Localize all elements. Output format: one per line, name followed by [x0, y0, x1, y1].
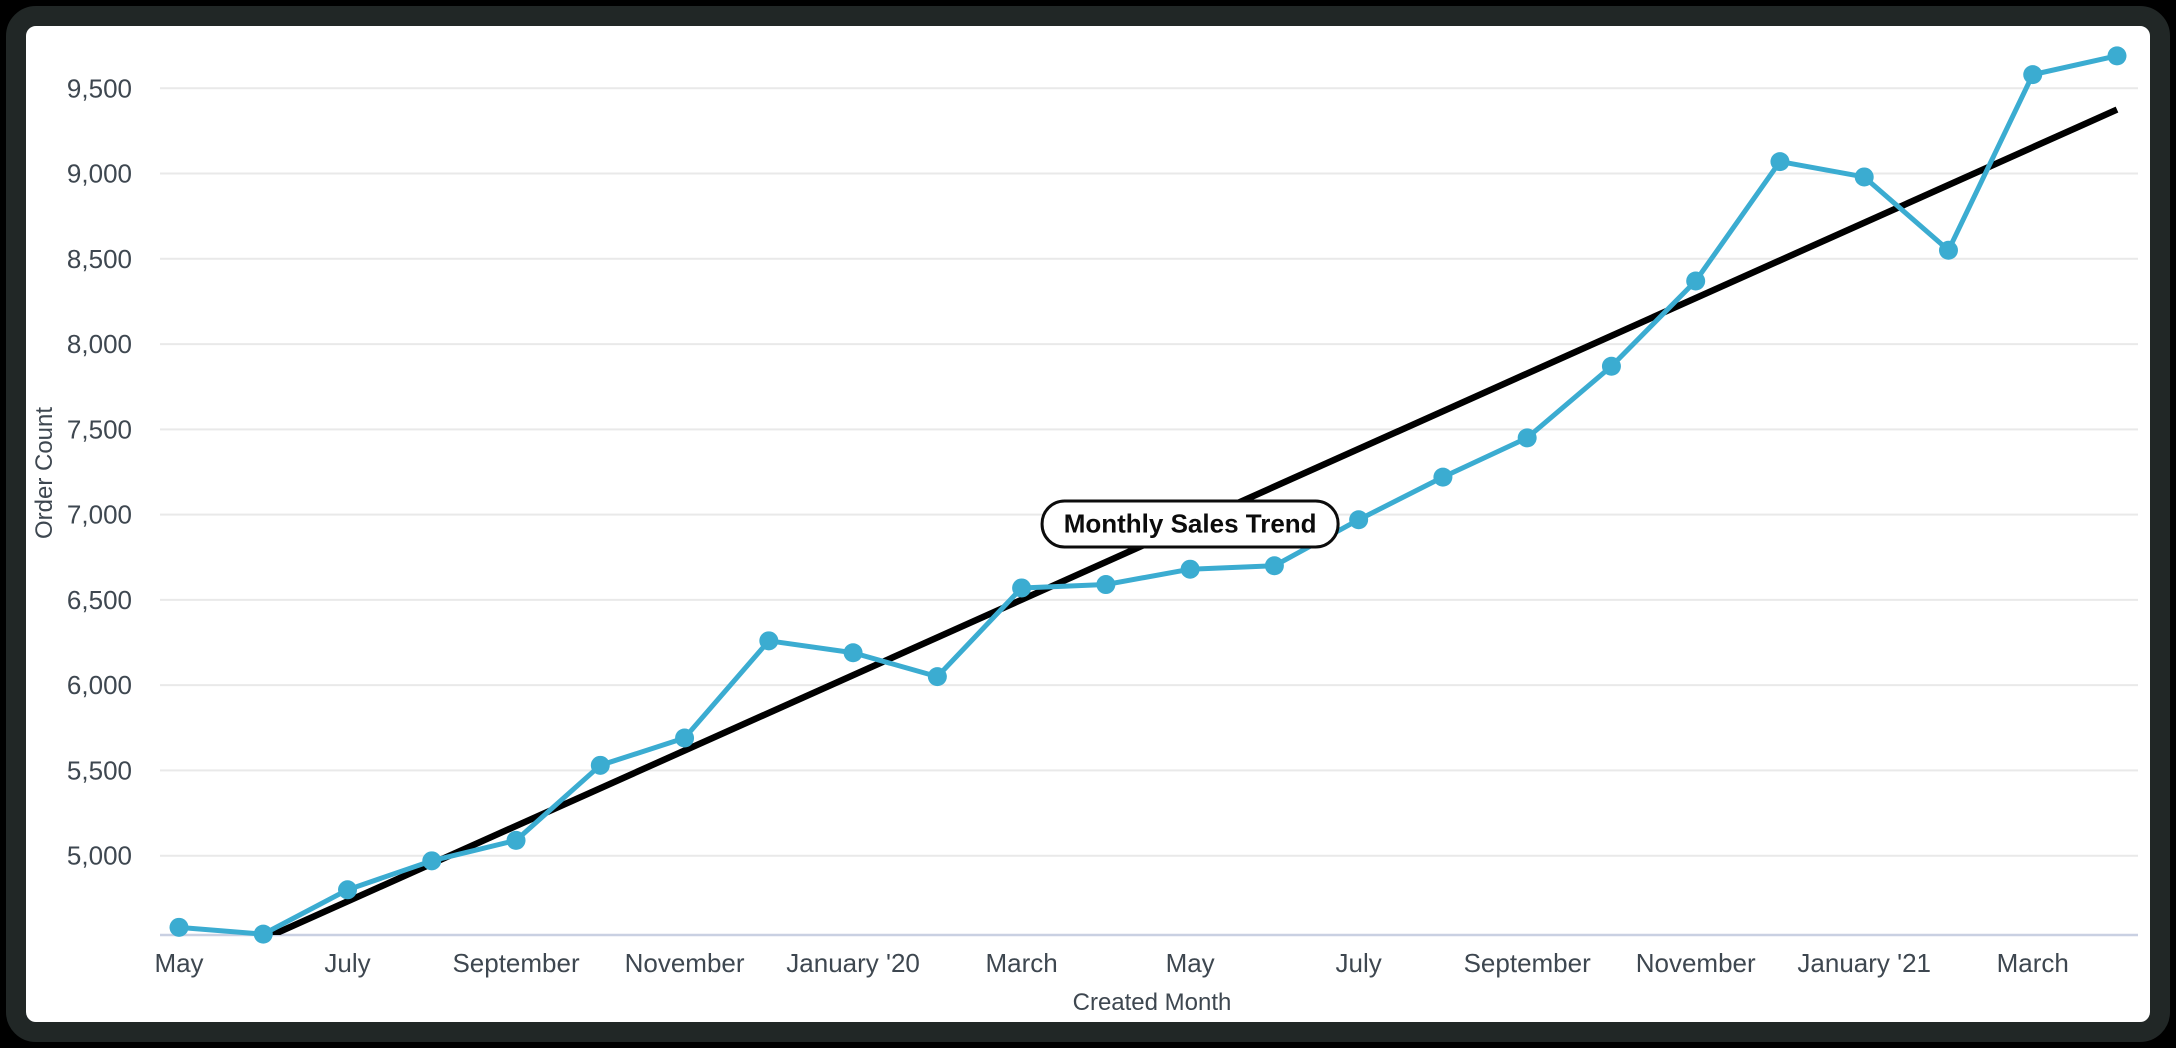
data-point[interactable]: [1517, 428, 1537, 448]
x-tick-label: January '20: [786, 948, 920, 978]
x-tick-label: January '21: [1797, 948, 1931, 978]
y-tick-label: 5,000: [67, 841, 132, 871]
data-point[interactable]: [253, 924, 273, 944]
y-tick-label: 6,000: [67, 670, 132, 700]
data-point[interactable]: [2023, 65, 2043, 85]
x-axis-title: Created Month: [1072, 989, 1232, 1016]
data-point[interactable]: [1012, 578, 1032, 598]
data-point[interactable]: [1264, 556, 1284, 576]
data-point[interactable]: [1686, 271, 1706, 291]
x-tick-label: November: [1636, 948, 1756, 978]
data-point[interactable]: [843, 643, 863, 663]
y-tick-label: 5,500: [67, 755, 132, 785]
x-tick-label: May: [154, 948, 203, 978]
y-tick-label: 8,500: [67, 244, 132, 274]
y-tick-label: 7,500: [67, 414, 132, 444]
y-tick-label: 6,500: [67, 585, 132, 615]
y-tick-label: 8,000: [67, 329, 132, 359]
data-point[interactable]: [506, 830, 526, 850]
data-point[interactable]: [1770, 152, 1790, 172]
data-point[interactable]: [759, 631, 779, 651]
trendline-label-text: Monthly Sales Trend: [1063, 508, 1317, 539]
data-point[interactable]: [1096, 575, 1116, 595]
x-tick-label: July: [324, 948, 370, 978]
data-point[interactable]: [1601, 356, 1621, 376]
y-axis-title: Order Count: [31, 406, 58, 539]
data-point[interactable]: [1180, 559, 1200, 579]
y-tick-label: 7,000: [67, 500, 132, 530]
data-point[interactable]: [675, 728, 695, 748]
data-point[interactable]: [1938, 240, 1958, 260]
y-tick-label: 9,500: [67, 73, 132, 103]
x-tick-label: March: [985, 948, 1057, 978]
x-tick-label: September: [1464, 948, 1592, 978]
data-point[interactable]: [1349, 510, 1369, 530]
data-point[interactable]: [1433, 467, 1453, 487]
x-tick-label: March: [1997, 948, 2069, 978]
data-point[interactable]: [2107, 46, 2127, 66]
order-count-line: [176, 53, 2120, 937]
x-tick-label: May: [1166, 948, 1215, 978]
data-point[interactable]: [422, 851, 442, 871]
x-tick-label: September: [452, 948, 580, 978]
data-point[interactable]: [1854, 167, 1874, 187]
x-tick-label: July: [1336, 948, 1382, 978]
x-tick-label: November: [625, 948, 745, 978]
y-tick-label: 9,000: [67, 159, 132, 189]
data-point[interactable]: [169, 917, 189, 937]
data-point[interactable]: [338, 880, 358, 900]
data-point[interactable]: [927, 667, 947, 687]
data-point[interactable]: [590, 755, 610, 775]
trendline-label-pill: Monthly Sales Trend: [1040, 499, 1340, 549]
